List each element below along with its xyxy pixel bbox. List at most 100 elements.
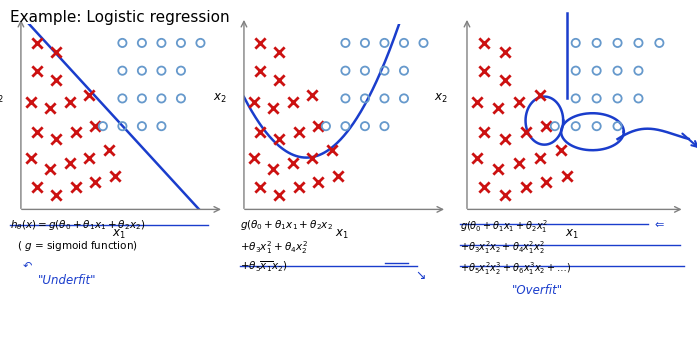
Point: [379, 68, 390, 74]
Point: [379, 40, 390, 46]
Point: [312, 124, 323, 129]
Point: [156, 96, 167, 101]
Point: [25, 99, 36, 105]
Point: [612, 96, 623, 101]
Point: [254, 184, 265, 190]
Point: [514, 161, 525, 166]
Point: [89, 124, 100, 129]
Point: [591, 96, 602, 101]
Point: [379, 124, 390, 129]
Point: [31, 184, 42, 190]
Point: [570, 68, 581, 74]
Point: [50, 77, 61, 83]
Point: [472, 155, 483, 161]
Point: [360, 96, 371, 101]
Point: [493, 166, 504, 171]
Point: [195, 40, 206, 46]
Point: [156, 40, 167, 46]
Point: [273, 77, 284, 83]
Text: $+\theta_5 x_1^2 x_2^3 + \theta_6 x_1^3 x_2 + \ldots)$: $+\theta_5 x_1^2 x_2^3 + \theta_6 x_1^3 …: [460, 260, 571, 277]
Text: $x_1$: $x_1$: [565, 228, 579, 241]
Point: [332, 173, 343, 179]
Point: [541, 124, 552, 129]
Text: $\Leftarrow$: $\Leftarrow$: [652, 219, 664, 229]
Point: [499, 77, 510, 83]
Point: [31, 129, 42, 134]
Point: [268, 166, 279, 171]
Point: [633, 68, 644, 74]
Point: [254, 68, 265, 74]
Point: [570, 40, 581, 46]
Point: [478, 40, 489, 46]
Point: [273, 50, 284, 55]
Text: $x_2$: $x_2$: [213, 92, 227, 105]
Point: [360, 68, 371, 74]
Point: [287, 161, 298, 166]
Point: [248, 99, 259, 105]
Point: [499, 50, 510, 55]
Point: [340, 124, 351, 129]
Point: [137, 40, 148, 46]
Point: [137, 68, 148, 74]
Text: $g(\theta_0 + \theta_1 x_1 + \theta_2 x_1^2$: $g(\theta_0 + \theta_1 x_1 + \theta_2 x_…: [460, 218, 548, 235]
Point: [312, 179, 323, 185]
Point: [176, 40, 187, 46]
Point: [176, 96, 187, 101]
Point: [379, 96, 390, 101]
Point: [340, 96, 351, 101]
Text: $\searrow$: $\searrow$: [413, 269, 426, 282]
Point: [268, 105, 279, 110]
Point: [137, 96, 148, 101]
Point: [399, 96, 410, 101]
Point: [549, 124, 560, 129]
Point: [45, 105, 56, 110]
Text: "Overfit": "Overfit": [512, 284, 563, 297]
Point: [633, 40, 644, 46]
Point: [307, 92, 318, 97]
Point: [360, 124, 371, 129]
Point: [612, 124, 623, 129]
Point: [117, 68, 128, 74]
Point: [156, 68, 167, 74]
Point: [478, 129, 489, 134]
Point: [50, 136, 61, 142]
Text: "Underfit": "Underfit": [38, 274, 97, 287]
Text: $x_2$: $x_2$: [434, 92, 448, 105]
Point: [117, 40, 128, 46]
Point: [98, 124, 109, 129]
Point: [89, 179, 100, 185]
Point: [64, 99, 75, 105]
Point: [293, 184, 304, 190]
Point: [103, 147, 114, 153]
Point: [514, 99, 525, 105]
Point: [591, 124, 602, 129]
Point: [84, 155, 95, 161]
Point: [70, 184, 81, 190]
Text: $+\theta_3 x_1^2 x_2 + \theta_4 x_1^2 x_2^2$: $+\theta_3 x_1^2 x_2 + \theta_4 x_1^2 x_…: [460, 239, 545, 256]
Point: [109, 173, 120, 179]
Text: $x_1$: $x_1$: [112, 228, 125, 241]
Point: [117, 96, 128, 101]
Point: [493, 105, 504, 110]
Point: [570, 96, 581, 101]
Point: [612, 40, 623, 46]
Point: [273, 192, 284, 198]
Text: $g(\theta_0 + \theta_1 x_1 + \theta_2 x_2$: $g(\theta_0 + \theta_1 x_1 + \theta_2 x_…: [240, 218, 333, 232]
Point: [273, 136, 284, 142]
Point: [399, 68, 410, 74]
Text: $+\theta_5 \overline{x_1} x_2)$: $+\theta_5 \overline{x_1} x_2)$: [240, 260, 288, 274]
Point: [591, 40, 602, 46]
Point: [612, 68, 623, 74]
Point: [25, 155, 36, 161]
Point: [254, 129, 265, 134]
Text: $\curvearrowleft$: $\curvearrowleft$: [20, 260, 33, 270]
Point: [254, 40, 265, 46]
Point: [535, 155, 546, 161]
Point: [287, 99, 298, 105]
Point: [31, 40, 42, 46]
Point: [340, 68, 351, 74]
Point: [478, 184, 489, 190]
Point: [321, 124, 332, 129]
Point: [654, 40, 665, 46]
Point: [176, 68, 187, 74]
